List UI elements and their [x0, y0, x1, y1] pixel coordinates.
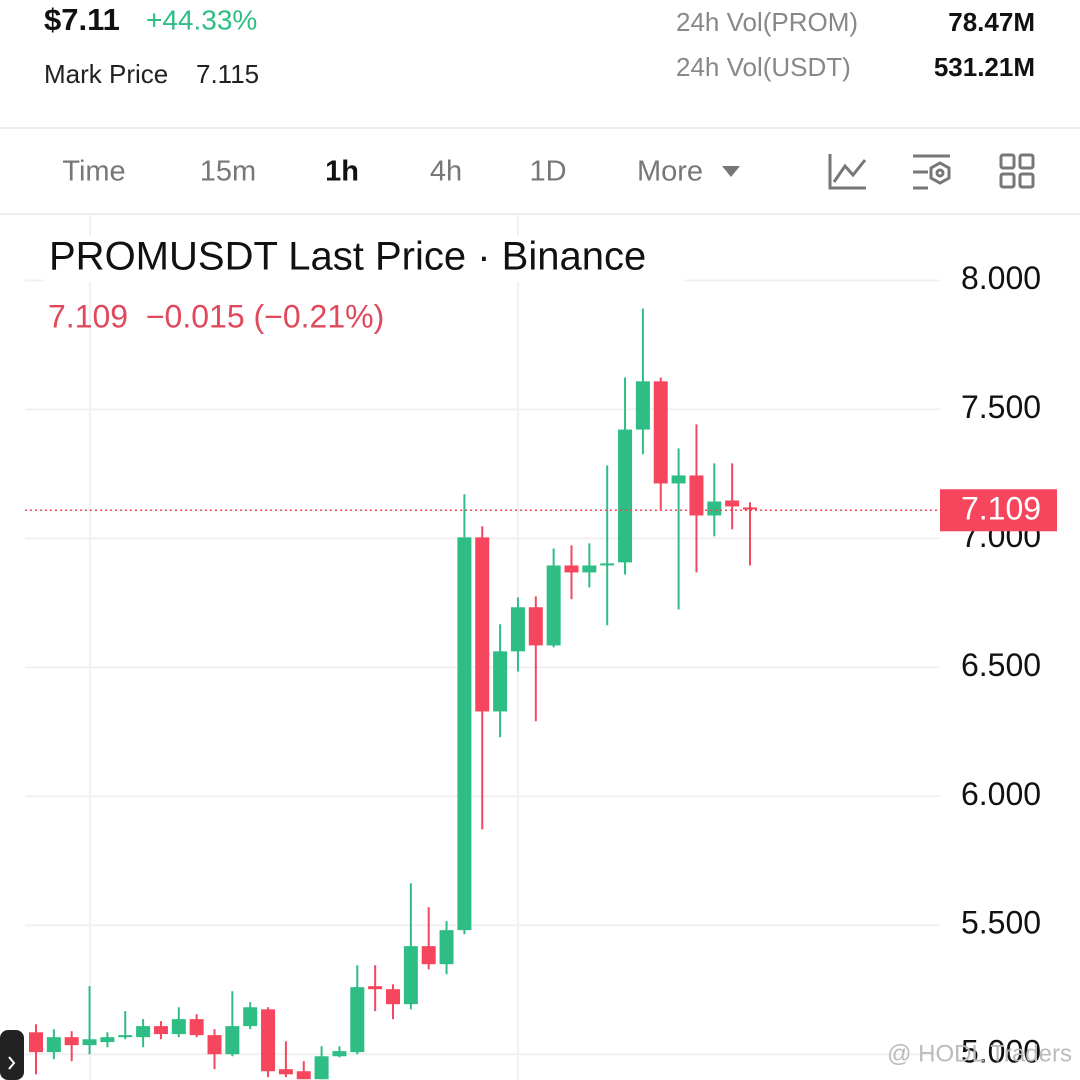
candle-body: [153, 1026, 168, 1035]
stat-label: 24h Vol(PROM): [676, 7, 858, 37]
candle-body: [403, 946, 418, 1005]
layout-icon[interactable]: [999, 153, 1035, 189]
candle-body: [653, 381, 668, 484]
candle-body: [635, 381, 650, 430]
candle-body: [582, 565, 597, 573]
candle-body: [546, 565, 561, 646]
candle-body: [278, 1069, 293, 1075]
y-tick-label: 5.500: [961, 905, 1041, 941]
candle-body: [29, 1032, 43, 1053]
chart-subtitle: 7.109 −0.015 (−0.21%): [48, 298, 384, 334]
candle-body: [314, 1056, 329, 1080]
candle-body: [296, 1071, 311, 1080]
dropdown-arrow[interactable]: [722, 166, 740, 177]
side-toggle[interactable]: [0, 1030, 24, 1080]
mark-price: 7.115: [196, 59, 259, 89]
candle-body: [510, 607, 525, 652]
candle-body: [493, 651, 508, 712]
candle-body: [600, 563, 615, 566]
candle-body: [528, 607, 543, 646]
candle-body: [82, 1039, 97, 1046]
stat-label: 24h Vol(USDT): [676, 52, 851, 82]
candle-body: [368, 986, 383, 990]
candle-body: [671, 475, 686, 484]
stat-value: 531.21M: [934, 52, 1035, 82]
candle-body: [136, 1026, 151, 1038]
candle-body: [743, 507, 757, 510]
candle-body: [689, 475, 704, 516]
stat-value: 78.47M: [948, 7, 1035, 37]
price-change: +44.33%: [146, 4, 257, 35]
price: $7.11: [44, 2, 120, 37]
tab[interactable]: 4h: [430, 156, 462, 188]
y-tick-label: 6.500: [961, 647, 1041, 683]
title-backdrop: [44, 236, 684, 282]
candle-body: [439, 930, 454, 965]
candle-body: [707, 501, 722, 516]
candle-body: [243, 1007, 258, 1027]
tab[interactable]: 1h: [325, 156, 359, 188]
candle-body: [618, 429, 633, 563]
candle-body: [207, 1035, 222, 1055]
candle-body: [475, 537, 490, 712]
candle-body: [46, 1037, 61, 1053]
chart-title: PROMUSDT Last Price · Binance: [49, 235, 646, 279]
watermark: @ HODL Traders: [887, 1040, 1072, 1067]
tab-bar: Time 15m 1h 4h 1D More: [62, 156, 703, 188]
tab[interactable]: More: [637, 156, 703, 188]
candle-body: [457, 537, 472, 931]
candle-body: [725, 500, 740, 507]
y-tick-label: 5.000: [961, 1034, 1041, 1070]
candle-body: [421, 946, 436, 965]
tab[interactable]: Time: [62, 156, 125, 188]
candle-body: [225, 1026, 240, 1055]
tab[interactable]: 1D: [529, 156, 566, 188]
candle-body: [261, 1009, 276, 1072]
y-tick-label: 8.000: [961, 260, 1041, 296]
indicator-icon[interactable]: [828, 154, 867, 190]
tab[interactable]: 15m: [200, 156, 256, 188]
candle-body: [64, 1037, 79, 1046]
candle-body: [386, 989, 400, 1005]
y-tick-label: 6.000: [961, 776, 1041, 812]
candle-body: [350, 987, 365, 1053]
candle-body: [100, 1037, 115, 1043]
candle-body: [118, 1035, 133, 1038]
candle-body: [171, 1019, 186, 1035]
side-toggle-arrow: [8, 1056, 16, 1070]
settings-icon[interactable]: [913, 154, 951, 190]
last-price-tag: [940, 489, 1057, 532]
last-price-label: 7.109: [961, 491, 1041, 527]
y-tick-label: 7.500: [961, 389, 1041, 425]
candle-body: [189, 1019, 204, 1036]
candle-body: [564, 565, 579, 573]
mark-price-label: Mark Price: [44, 59, 168, 89]
candle-body: [332, 1051, 347, 1057]
